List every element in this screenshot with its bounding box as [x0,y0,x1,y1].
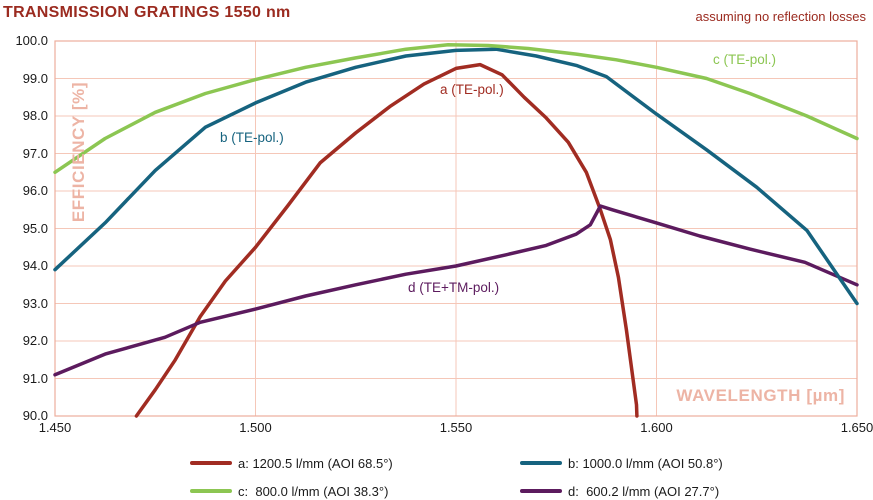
legend-item-d: d: 600.2 l/mm (AOI 27.7°) [520,480,723,500]
x-tick-label: 1.550 [439,420,473,435]
y-tick-label: 94.0 [22,258,48,273]
legend-label-b: b: 1000.0 l/mm (AOI 50.8°) [568,455,723,471]
legend-item-c: c: 800.0 l/mm (AOI 38.3°) [190,480,520,500]
curve-label-c: c (TE-pol.) [713,52,777,67]
curve-label-a: a (TE-pol.) [440,82,504,97]
legend-label-d: d: 600.2 l/mm (AOI 27.7°) [568,483,720,499]
y-tick-label: 96.0 [22,183,48,198]
x-tick-label: 1.450 [38,420,72,435]
legend-swatch-a [190,461,232,465]
chart-annotation: assuming no reflection losses [695,9,866,24]
x-tick-label: 1.500 [239,420,272,435]
legend-label-c: c: 800.0 l/mm (AOI 38.3°) [238,483,389,499]
legend-item-b: b: 1000.0 l/mm (AOI 50.8°) [520,452,723,474]
y-tick-label: 92.0 [22,333,48,348]
y-axis-title: EFFICIENCY [%] [69,81,88,223]
chart-title: TRANSMISSION GRATINGS 1550 nm [3,4,291,21]
legend-item-a: a: 1200.5 l/mm (AOI 68.5°) [190,452,520,474]
legend-swatch-b [520,461,562,465]
x-tick-label: 1.650 [840,420,873,435]
y-tick-label: 93.0 [22,295,48,311]
plot-area [53,40,859,418]
x-axis-ticks: 1.450 1.500 1.550 1.600 1.650 [0,420,873,438]
x-axis-title: WAVELENGTH [µm] [676,386,845,405]
x-tick-label: 1.600 [640,420,673,435]
y-tick-label: 100.0 [15,33,48,48]
y-tick-label: 97.0 [22,145,48,161]
legend-label-a: a: 1200.5 l/mm (AOI 68.5°) [238,455,393,471]
y-tick-label: 90.0 [22,408,48,423]
legend-swatch-d [520,489,562,493]
y-axis-ticks: 100.0 99.0 98.0 97.0 96.0 95.0 94.0 93.0 92.0 91.… [0,0,48,455]
y-tick-label: 91.0 [22,370,48,386]
curve-label-d: d (TE+TM-pol.) [408,280,500,295]
legend-swatch-c [190,489,232,493]
y-tick-label: 95.0 [22,220,48,236]
curve-label-b: b (TE-pol.) [220,130,284,145]
y-tick-label: 98.0 [22,108,48,123]
y-tick-label: 99.0 [22,70,48,86]
legend: a: 1200.5 l/mm (AOI 68.5°) b: 1000.0 l/m… [190,452,723,500]
